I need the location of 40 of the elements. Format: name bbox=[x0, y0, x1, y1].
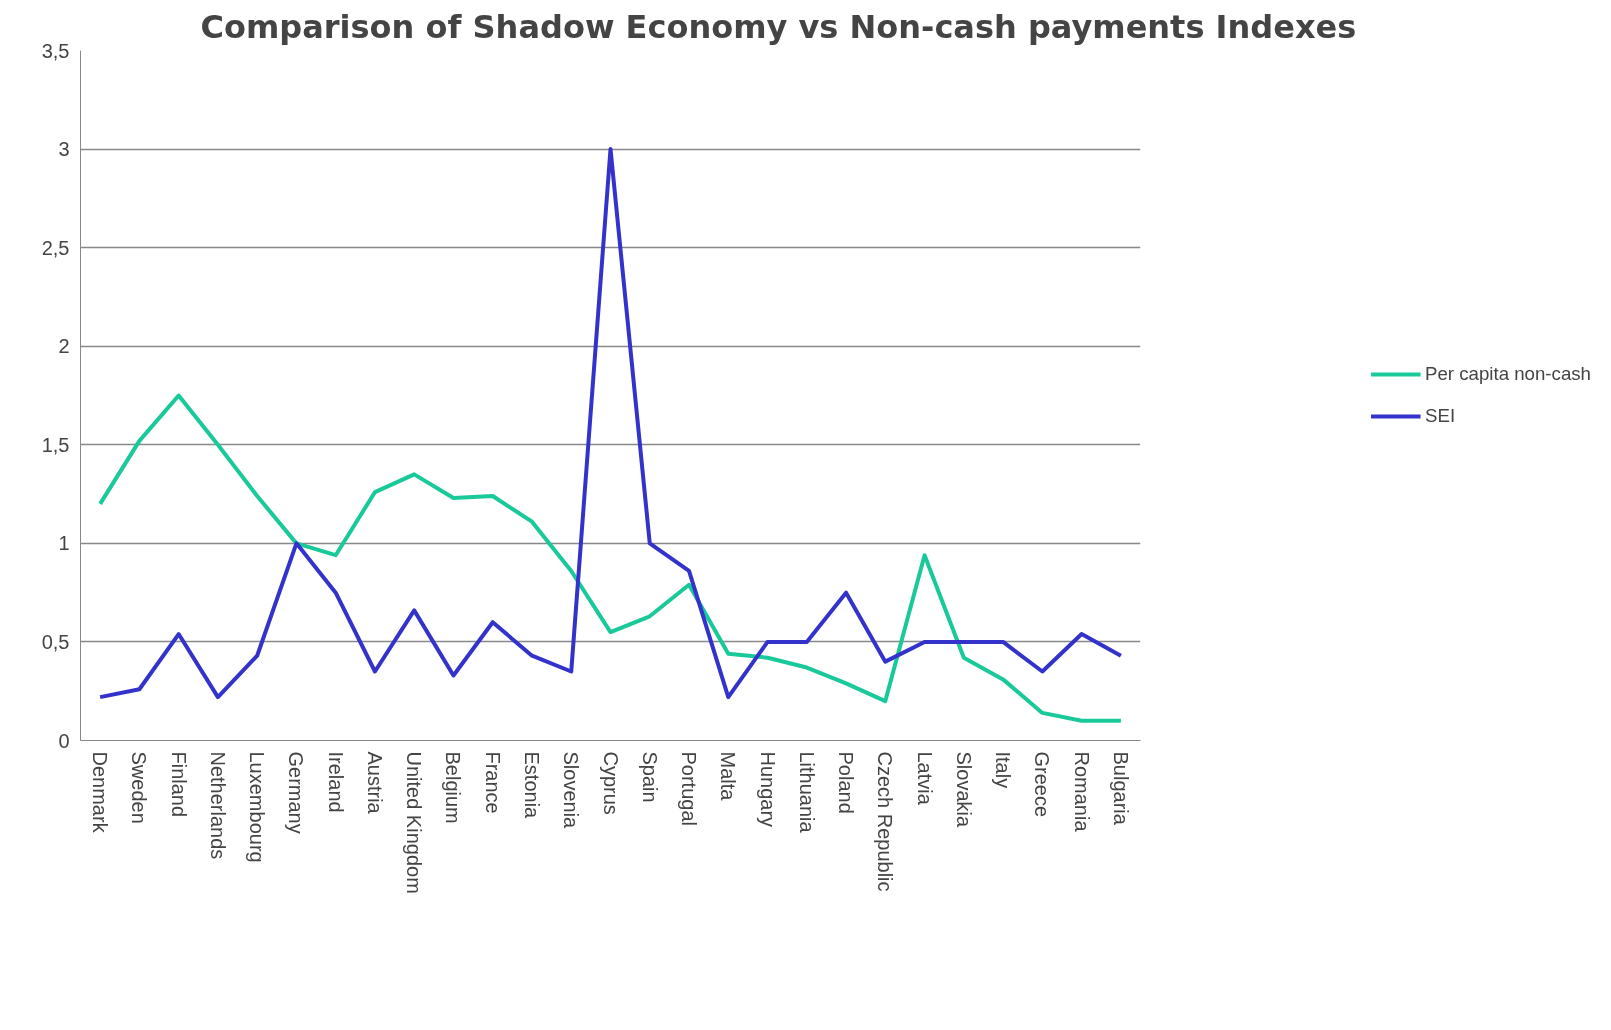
x-tick-label: Latvia bbox=[913, 751, 936, 806]
line-series bbox=[98, 147, 1123, 700]
x-tick-label: Czech Republic bbox=[874, 751, 897, 892]
x-tick-label: Ireland bbox=[324, 751, 347, 813]
y-tick-label: 2,5 bbox=[41, 236, 70, 259]
x-tick-label: Lithuania bbox=[795, 751, 818, 834]
x-tick-label: Italy bbox=[992, 751, 1015, 789]
x-tick-label: Luxembourg bbox=[246, 751, 269, 863]
x-tick-label: Spain bbox=[638, 751, 661, 803]
y-tick-label: 3 bbox=[58, 138, 70, 161]
x-tick-label: France bbox=[481, 751, 504, 814]
y-tick-label: 0,5 bbox=[41, 630, 70, 653]
x-tick-label: Austria bbox=[363, 751, 386, 815]
y-tick-label: 2 bbox=[58, 335, 70, 358]
x-tick-label: Slovakia bbox=[952, 751, 975, 828]
x-tick-label: Denmark bbox=[89, 751, 112, 834]
x-tick-label: United Kingdom bbox=[403, 751, 426, 894]
x-tick-label: Netherlands bbox=[206, 751, 229, 860]
x-tick-label: Portugal bbox=[678, 751, 701, 826]
legend-label: SEI bbox=[1425, 405, 1456, 427]
y-tick-label: 3,5 bbox=[41, 39, 70, 62]
x-tick-label: Belgium bbox=[442, 751, 465, 824]
x-tick-label: Poland bbox=[835, 751, 858, 814]
y-tick-label: 0 bbox=[58, 729, 70, 752]
y-tick-label: 1,5 bbox=[41, 433, 70, 456]
x-tick-label: Hungary bbox=[756, 751, 779, 828]
x-tick-label: Estonia bbox=[520, 751, 543, 820]
line-series bbox=[98, 393, 1123, 723]
legend-label: Per capita non-cash bbox=[1425, 363, 1591, 385]
x-tick-label: Bulgaria bbox=[1109, 751, 1132, 826]
x-tick-label: Romania bbox=[1070, 751, 1093, 833]
x-tick-label: Slovenia bbox=[560, 751, 583, 830]
y-tick-label: 1 bbox=[58, 532, 70, 555]
x-tick-label: Malta bbox=[717, 751, 740, 802]
x-tick-label: Finland bbox=[167, 751, 190, 818]
x-tick-label: Greece bbox=[1031, 751, 1054, 818]
x-tick-label: Germany bbox=[285, 751, 308, 834]
x-tick-label: Cyprus bbox=[599, 751, 622, 815]
x-tick-label: Sweden bbox=[128, 751, 151, 824]
chart-title: Comparison of Shadow Economy vs Non-cash payments Indexes bbox=[200, 7, 1357, 46]
